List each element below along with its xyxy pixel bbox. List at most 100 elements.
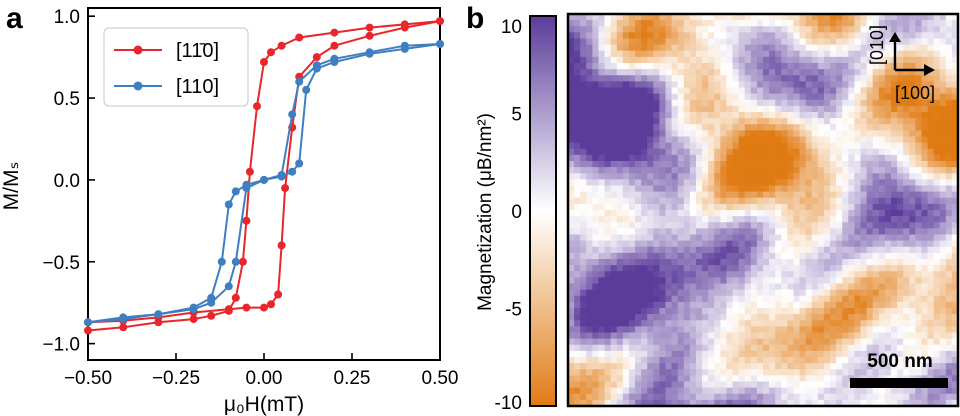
heatmap-cell bbox=[635, 148, 642, 156]
heatmap-cell bbox=[781, 271, 788, 278]
heatmap-cell bbox=[574, 50, 581, 58]
heatmap-cell bbox=[817, 148, 825, 156]
heatmap-cell bbox=[878, 363, 886, 370]
heatmap-cell bbox=[659, 69, 666, 76]
heatmap-cell bbox=[842, 301, 849, 309]
heatmap-cell bbox=[653, 289, 660, 297]
heatmap-cell bbox=[616, 375, 624, 382]
heatmap-cell bbox=[659, 234, 666, 241]
heatmap-cell bbox=[781, 234, 788, 241]
heatmap-cell bbox=[921, 118, 928, 125]
heatmap-cell bbox=[933, 301, 941, 309]
heatmap-cell bbox=[574, 154, 581, 162]
heatmap-cell bbox=[641, 387, 648, 395]
heatmap-cell bbox=[738, 105, 746, 113]
heatmap-cell bbox=[830, 350, 837, 358]
heatmap-cell bbox=[921, 93, 928, 101]
heatmap-cell bbox=[848, 63, 855, 70]
heatmap-cell bbox=[689, 179, 697, 186]
heatmap-cell bbox=[695, 246, 703, 254]
heatmap-cell bbox=[872, 87, 880, 94]
heatmap-cell bbox=[799, 332, 806, 339]
heatmap-cell bbox=[604, 124, 611, 131]
heatmap-cell bbox=[665, 87, 672, 94]
heatmap-cell bbox=[787, 295, 794, 303]
heatmap-cell bbox=[854, 63, 861, 70]
heatmap-cell bbox=[842, 210, 849, 217]
heatmap-cell bbox=[574, 350, 581, 358]
heatmap-cell bbox=[781, 148, 788, 156]
heatmap-cell bbox=[769, 308, 776, 315]
heatmap-cell bbox=[750, 81, 758, 88]
heatmap-cell bbox=[860, 234, 867, 241]
heatmap-cell bbox=[610, 179, 618, 186]
heatmap-cell bbox=[915, 14, 922, 21]
heatmap-cell bbox=[903, 203, 910, 211]
heatmap-cell bbox=[568, 210, 575, 217]
series-2-point bbox=[224, 200, 233, 209]
heatmap-cell bbox=[695, 338, 703, 346]
heatmap-cell bbox=[860, 69, 867, 76]
heatmap-cell bbox=[756, 369, 764, 376]
heatmap-cell bbox=[830, 326, 837, 333]
heatmap-cell bbox=[695, 369, 703, 376]
heatmap-cell bbox=[866, 148, 874, 156]
heatmap-cell bbox=[641, 338, 648, 346]
heatmap-cell bbox=[714, 69, 721, 76]
heatmap-cell bbox=[915, 130, 922, 137]
heatmap-cell bbox=[689, 173, 697, 180]
heatmap-cell bbox=[915, 259, 922, 266]
heatmap-cell bbox=[592, 228, 599, 235]
heatmap-cell bbox=[817, 332, 825, 339]
heatmap-cell bbox=[811, 234, 819, 241]
heatmap-cell bbox=[665, 38, 672, 45]
heatmap-cell bbox=[744, 289, 752, 297]
heatmap-cell bbox=[653, 357, 660, 364]
heatmap-cell bbox=[775, 357, 782, 364]
heatmap-cell bbox=[848, 112, 855, 119]
heatmap-cell bbox=[732, 271, 739, 278]
heatmap-cell bbox=[884, 203, 892, 211]
heatmap-cell bbox=[689, 246, 697, 254]
heatmap-cell bbox=[823, 63, 831, 70]
heatmap-cell bbox=[598, 124, 605, 131]
heatmap-cell bbox=[836, 32, 843, 39]
heatmap-cell bbox=[598, 350, 605, 358]
heatmap-cell bbox=[568, 154, 575, 162]
heatmap-cell bbox=[897, 259, 904, 266]
heatmap-cell bbox=[878, 314, 886, 321]
heatmap-cell bbox=[805, 357, 813, 364]
heatmap-cell bbox=[793, 179, 800, 186]
heatmap-cell bbox=[781, 289, 788, 297]
heatmap-cell bbox=[756, 350, 764, 358]
heatmap-cell bbox=[708, 222, 715, 229]
heatmap-cell bbox=[592, 295, 599, 303]
heatmap-cell bbox=[720, 112, 727, 119]
heatmap-cell bbox=[598, 105, 605, 113]
heatmap-cell bbox=[933, 210, 941, 217]
heatmap-cell bbox=[897, 338, 904, 346]
heatmap-cell bbox=[598, 283, 605, 290]
heatmap-cell bbox=[836, 44, 843, 52]
heatmap-cell bbox=[665, 191, 672, 199]
heatmap-cell bbox=[836, 26, 843, 33]
heatmap-cell bbox=[689, 167, 697, 174]
heatmap-cell bbox=[671, 344, 679, 352]
heatmap-cell bbox=[738, 393, 746, 401]
heatmap-cell bbox=[927, 20, 934, 27]
heatmap-cell bbox=[720, 197, 727, 205]
heatmap-cell bbox=[787, 26, 794, 33]
heatmap-cell bbox=[836, 363, 843, 370]
heatmap-cell bbox=[763, 344, 770, 352]
heatmap-cell bbox=[866, 56, 874, 64]
heatmap-cell bbox=[756, 56, 764, 64]
heatmap-cell bbox=[689, 20, 697, 27]
heatmap-cell bbox=[665, 26, 672, 33]
heatmap-cell bbox=[720, 252, 727, 260]
heatmap-cell bbox=[805, 197, 813, 205]
heatmap-cell bbox=[951, 399, 959, 407]
heatmap-cell bbox=[787, 87, 794, 94]
heatmap-cell bbox=[702, 99, 709, 107]
heatmap-cell bbox=[763, 63, 770, 70]
heatmap-cell bbox=[763, 191, 770, 199]
